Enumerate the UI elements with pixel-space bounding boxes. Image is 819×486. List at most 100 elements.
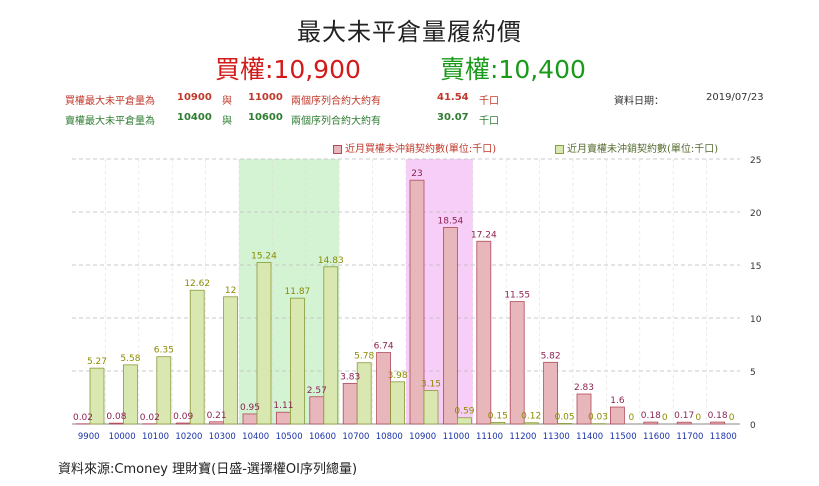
x-tick-label: 11000 <box>443 432 470 442</box>
x-tick-label: 10800 <box>376 432 403 442</box>
put-value-label: 0.12 <box>521 412 541 422</box>
call-value-label: 1.6 <box>610 396 625 406</box>
call-info-text: 兩個序列合約大約有 <box>291 96 381 107</box>
x-tick-label: 11500 <box>610 432 637 442</box>
put-bar <box>123 364 138 425</box>
call-bar <box>710 421 725 425</box>
put-value-label: 0.03 <box>588 413 608 423</box>
put-info-strike2: 10600 <box>248 112 283 123</box>
put-bar <box>89 367 105 425</box>
put-value-label: 12.62 <box>184 279 210 289</box>
call-info-value: 41.54 <box>437 92 469 103</box>
x-tick-label: 11300 <box>543 432 570 442</box>
y-tick-label: 5 <box>750 368 756 378</box>
call-bar <box>409 179 425 425</box>
call-value-label: 17.24 <box>471 230 497 240</box>
call-value-label: 5.82 <box>541 351 561 361</box>
put-info-label: 賣權最大未平倉量為 <box>65 116 155 127</box>
call-value-label: 0.95 <box>240 403 260 413</box>
call-info-and: 與 <box>222 96 232 107</box>
call-bar <box>242 413 258 425</box>
put-value-label: 0 <box>695 413 701 423</box>
y-tick-label: 0 <box>750 421 756 431</box>
x-tick-label: 11700 <box>676 432 703 442</box>
put-info-value: 30.07 <box>437 112 469 123</box>
legend-put: 近月賣權未沖銷契約數(單位:千口) <box>555 140 718 155</box>
x-tick-label: 10300 <box>209 432 236 442</box>
put-info-unit: 千口 <box>479 116 499 127</box>
put-value-label: 5.27 <box>87 357 107 367</box>
call-value-label: 0.02 <box>140 413 160 423</box>
legend-put-swatch <box>555 144 564 154</box>
put-value-label: 0 <box>629 413 635 423</box>
call-bar <box>275 411 291 425</box>
x-tick-label: 10100 <box>142 432 169 442</box>
call-value-label: 2.57 <box>307 386 327 396</box>
put-value-label: 0 <box>662 413 668 423</box>
call-bar <box>509 301 525 425</box>
call-value-label: 18.54 <box>438 216 464 226</box>
put-info-strike1: 10400 <box>177 112 212 123</box>
put-value-label: 12 <box>225 286 236 296</box>
call-value-label: 1.11 <box>273 401 293 411</box>
call-value-label: 0.18 <box>708 411 728 421</box>
call-bar <box>342 383 358 425</box>
x-tick-label: 9900 <box>78 432 100 442</box>
put-value-label: 0.05 <box>555 412 575 422</box>
call-value-label: 0.09 <box>173 412 193 422</box>
legend-call-label: 近月買權未沖銷契約數(單位:千口) <box>345 144 497 155</box>
call-bar <box>643 421 659 425</box>
put-bar <box>256 262 272 425</box>
call-value-label: 3.83 <box>340 372 360 382</box>
call-value-label: 0.17 <box>674 411 694 421</box>
call-bar <box>175 422 191 425</box>
y-tick-label: 25 <box>750 156 761 166</box>
put-bar <box>189 289 205 425</box>
data-date-value: 2019/07/23 <box>706 92 764 103</box>
put-bar <box>523 422 539 425</box>
put-value-label: 15.24 <box>251 251 277 261</box>
call-bar <box>109 422 124 425</box>
x-tick-label: 10400 <box>242 432 269 442</box>
call-bar <box>209 421 225 425</box>
call-value-label: 6.74 <box>374 342 394 352</box>
call-bar <box>610 406 625 425</box>
x-tick-label: 10700 <box>342 432 369 442</box>
put-value-label: 14.83 <box>318 256 344 266</box>
data-source: 資料來源:Cmoney 理財寶(日盛-選擇權OI序列總量) <box>58 462 358 477</box>
put-value-label: 5.78 <box>354 352 374 362</box>
put-bar <box>323 266 339 425</box>
call-bar <box>576 393 592 425</box>
put-value-label: 3.15 <box>421 380 441 390</box>
put-bar <box>289 297 305 425</box>
put-value-label: 6.35 <box>154 346 174 356</box>
put-value-label: 0.59 <box>454 407 474 417</box>
call-value-label: 0.21 <box>207 411 227 421</box>
call-bar <box>543 361 558 425</box>
x-tick-label: 11100 <box>476 432 503 442</box>
call-bar <box>442 227 458 425</box>
x-tick-label: 10200 <box>175 432 202 442</box>
call-info-strike2: 11000 <box>248 92 283 103</box>
call-info-label: 買權最大未平倉量為 <box>65 96 155 107</box>
call-value-label: 0.08 <box>106 412 126 422</box>
put-bar <box>423 390 439 425</box>
x-tick-label: 11200 <box>509 432 536 442</box>
x-tick-label: 11600 <box>643 432 670 442</box>
put-bar <box>356 362 372 425</box>
x-tick-label: 11400 <box>576 432 603 442</box>
y-tick-label: 10 <box>750 315 762 325</box>
put-value-label: 0 <box>729 413 735 423</box>
call-value-label: 0.02 <box>73 413 93 423</box>
put-bar <box>156 356 172 425</box>
put-bar <box>390 381 406 425</box>
data-date-label: 資料日期： <box>614 96 664 107</box>
put-value-label: 0.15 <box>488 411 508 421</box>
put-value-label: 5.58 <box>120 354 140 364</box>
call-value-label: 11.55 <box>504 291 530 301</box>
chart-title: 最大未平倉量履約價 <box>297 18 522 46</box>
put-info-and: 與 <box>222 116 232 127</box>
x-tick-label: 10000 <box>109 432 136 442</box>
legend-call-swatch <box>333 144 342 154</box>
